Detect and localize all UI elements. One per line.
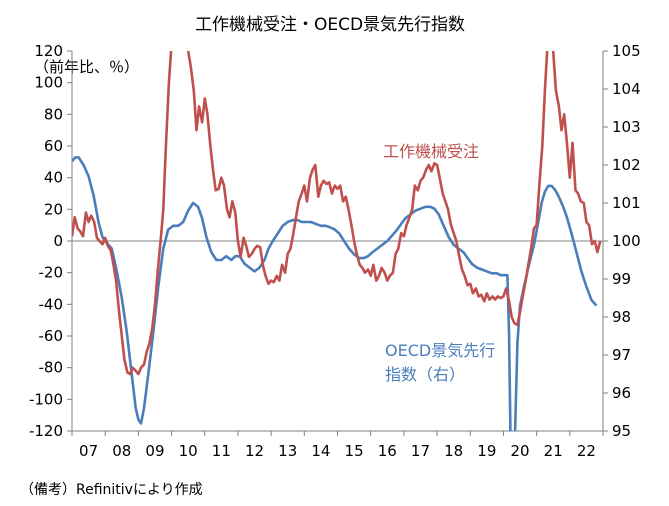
left-axis: -120 -100 -80 -60 -40 -20 0 20 40 60 80 100 120	[29, 42, 72, 440]
right-tick-label: 95	[612, 422, 631, 440]
right-tick-label: 104	[612, 80, 641, 98]
x-axis: 07 08 09 10 11 12 13 14 15 16 17 18 19 20 21 22	[71, 431, 604, 460]
left-tick-label: -100	[29, 390, 63, 408]
left-tick-label: 60	[44, 137, 63, 155]
left-tick-label: 100	[34, 74, 63, 92]
left-tick-label: 0	[53, 232, 63, 250]
right-tick-label: 96	[612, 384, 631, 402]
left-tick-label: -80	[39, 359, 64, 377]
x-tick-label: 18	[444, 442, 463, 460]
right-axis: 95 96 97 98 99 100 101 102 103 104 105	[603, 42, 641, 440]
x-tick-label: 19	[477, 442, 496, 460]
right-tick-label: 102	[612, 156, 641, 174]
left-tick-label: -60	[39, 327, 64, 345]
x-tick-label: 12	[245, 442, 264, 460]
x-tick-label: 09	[145, 442, 164, 460]
right-tick-label: 100	[612, 232, 641, 250]
left-tick-label: 120	[34, 42, 63, 60]
left-tick-label: 80	[44, 105, 63, 123]
machine-orders-label: 工作機械受注	[383, 142, 479, 161]
left-tick-label: -120	[29, 422, 63, 440]
oecd-cli-line	[72, 156, 598, 431]
x-tick-label: 07	[79, 442, 98, 460]
x-tick-label: 10	[179, 442, 198, 460]
left-tick-label: 40	[44, 169, 63, 187]
x-tick-label: 21	[544, 442, 563, 460]
left-tick-label: -20	[39, 264, 64, 282]
x-tick-label: 15	[345, 442, 364, 460]
right-tick-label: 98	[612, 308, 631, 326]
right-tick-label: 101	[612, 194, 641, 212]
right-tick-label: 105	[612, 42, 641, 60]
series-layer	[72, 51, 602, 431]
x-tick-label: 13	[278, 442, 297, 460]
left-tick-label: -40	[39, 295, 64, 313]
x-tick-label: 17	[411, 442, 430, 460]
x-tick-label: 16	[378, 442, 397, 460]
source-note: （備考）Refinitivにより作成	[20, 482, 203, 498]
x-tick-label: 11	[212, 442, 231, 460]
right-tick-label: 103	[612, 118, 641, 136]
right-tick-label: 97	[612, 346, 631, 364]
plot-frame	[71, 51, 604, 432]
x-tick-label: 22	[577, 442, 596, 460]
chart-title: 工作機械受注・OECD景気先行指数	[195, 15, 465, 35]
left-axis-unit: （前年比、％）	[34, 58, 139, 76]
machine-orders-line	[72, 51, 602, 376]
right-tick-label: 99	[612, 270, 631, 288]
x-tick-label: 14	[311, 442, 330, 460]
oecd-cli-label-line2: 指数（右）	[385, 365, 465, 384]
left-tick-label: 20	[44, 200, 63, 218]
x-tick-label: 08	[112, 442, 131, 460]
x-tick-label: 20	[510, 442, 529, 460]
oecd-cli-label-line1: OECD景気先行	[385, 341, 495, 360]
